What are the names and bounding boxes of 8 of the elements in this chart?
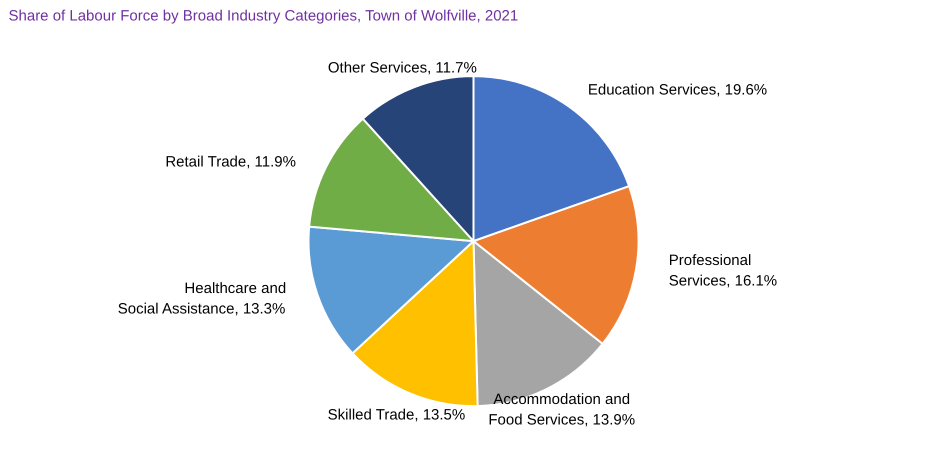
slice-label: Other Services, 11.7% (328, 60, 477, 77)
slice-label: Accommodation and Food Services, 13.9% (488, 391, 636, 429)
slice-label: Professional Services, 16.1% (668, 252, 778, 290)
slice-label: Retail Trade, 11.9% (165, 153, 296, 170)
chart-title: Share of Labour Force by Broad Industry Categories, Town of Wolfville, 2021 (8, 8, 518, 24)
slice-label: Skilled Trade, 13.5% (328, 406, 466, 424)
slice-label: Education Services, 19.6% (588, 81, 768, 98)
slice-label: Healthcare and Social Assistance, 13.3% (118, 280, 286, 318)
